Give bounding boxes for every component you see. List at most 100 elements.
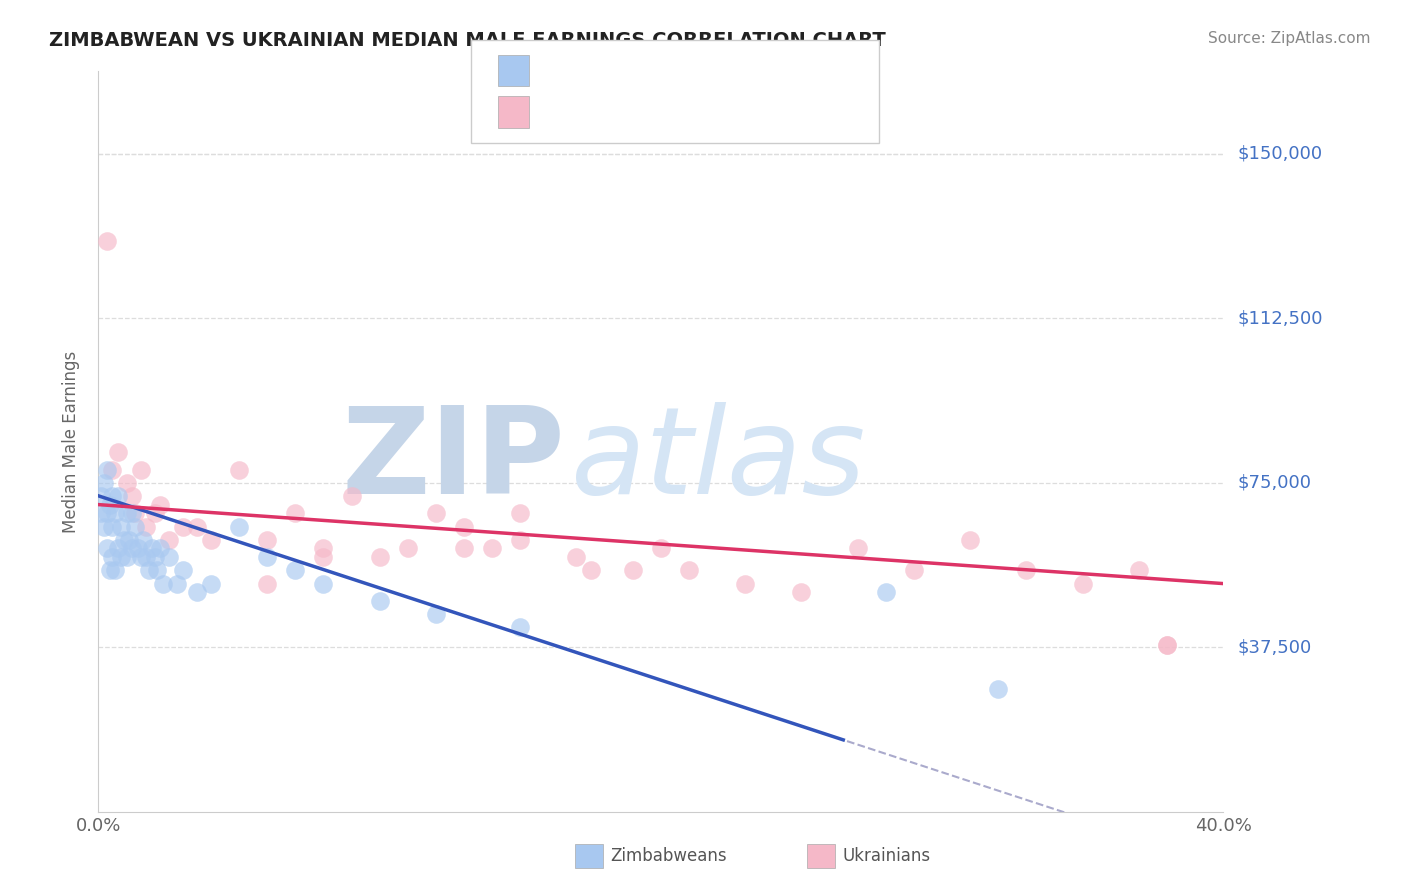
Point [565, 550, 588, 565]
Point [509, 620, 531, 634]
Point [579, 563, 602, 577]
Point [157, 533, 180, 547]
Point [509, 507, 531, 521]
Text: N =: N = [661, 62, 700, 79]
Point [104, 507, 127, 521]
Point [152, 576, 174, 591]
Text: Ukrainians: Ukrainians [842, 847, 931, 865]
Point [1156, 638, 1178, 652]
Point [1128, 563, 1150, 577]
Point [425, 507, 447, 521]
Point [256, 550, 278, 565]
Point [959, 533, 981, 547]
Point [93, 475, 115, 490]
Point [228, 462, 250, 476]
Point [124, 519, 146, 533]
Point [157, 550, 180, 565]
Y-axis label: Median Male Earnings: Median Male Earnings [62, 351, 80, 533]
Point [104, 563, 127, 577]
Point [110, 550, 132, 565]
Point [101, 550, 124, 565]
Point [101, 462, 124, 476]
Point [256, 576, 278, 591]
Point [284, 507, 307, 521]
Point [143, 507, 166, 521]
Point [135, 550, 157, 565]
Point [112, 533, 135, 547]
Point [186, 585, 208, 599]
Text: N =: N = [661, 103, 700, 121]
Point [141, 541, 163, 556]
Point [143, 550, 166, 565]
Point [172, 519, 194, 533]
Point [200, 533, 222, 547]
Point [425, 607, 447, 622]
Point [453, 519, 475, 533]
Point [121, 489, 143, 503]
Point [129, 550, 152, 565]
Point [312, 550, 335, 565]
Point [96, 541, 118, 556]
Point [621, 563, 644, 577]
Point [875, 585, 897, 599]
Text: -0.204: -0.204 [569, 103, 634, 121]
Point [396, 541, 419, 556]
Point [90, 507, 112, 521]
Point [121, 541, 143, 556]
Text: atlas: atlas [571, 401, 866, 518]
Point [121, 507, 143, 521]
Text: 49: 49 [692, 62, 717, 79]
Point [166, 576, 188, 591]
Point [101, 489, 124, 503]
Text: $37,500: $37,500 [1237, 638, 1312, 657]
Point [146, 563, 169, 577]
Point [149, 541, 172, 556]
Point [135, 519, 157, 533]
Point [453, 541, 475, 556]
Point [678, 563, 700, 577]
Point [1156, 638, 1178, 652]
Point [149, 498, 172, 512]
Point [284, 563, 307, 577]
Point [1015, 563, 1038, 577]
Point [96, 507, 118, 521]
Point [138, 563, 160, 577]
Text: $150,000: $150,000 [1237, 145, 1322, 162]
Point [368, 550, 391, 565]
Point [312, 541, 335, 556]
Point [228, 519, 250, 533]
Point [127, 541, 149, 556]
Point [256, 533, 278, 547]
Point [132, 533, 155, 547]
Text: Zimbabweans: Zimbabweans [610, 847, 727, 865]
Point [124, 507, 146, 521]
Point [107, 489, 129, 503]
Point [98, 563, 121, 577]
Point [368, 594, 391, 608]
Point [115, 550, 138, 565]
Point [846, 541, 869, 556]
Point [96, 235, 118, 249]
Point [118, 533, 141, 547]
Point [90, 489, 112, 503]
Point [481, 541, 503, 556]
Point [98, 498, 121, 512]
Point [110, 519, 132, 533]
Point [129, 462, 152, 476]
Text: $112,500: $112,500 [1237, 310, 1323, 327]
Point [172, 563, 194, 577]
Point [107, 445, 129, 459]
Point [650, 541, 672, 556]
Text: $75,000: $75,000 [1237, 474, 1312, 491]
Point [312, 576, 335, 591]
Point [115, 475, 138, 490]
Text: ZIP: ZIP [342, 401, 565, 518]
Point [987, 681, 1010, 696]
Point [96, 462, 118, 476]
Point [107, 541, 129, 556]
Text: R =: R = [540, 103, 579, 121]
Text: ZIMBABWEAN VS UKRAINIAN MEDIAN MALE EARNINGS CORRELATION CHART: ZIMBABWEAN VS UKRAINIAN MEDIAN MALE EARN… [49, 31, 886, 50]
Text: Source: ZipAtlas.com: Source: ZipAtlas.com [1208, 31, 1371, 46]
Point [1071, 576, 1094, 591]
Point [93, 519, 115, 533]
